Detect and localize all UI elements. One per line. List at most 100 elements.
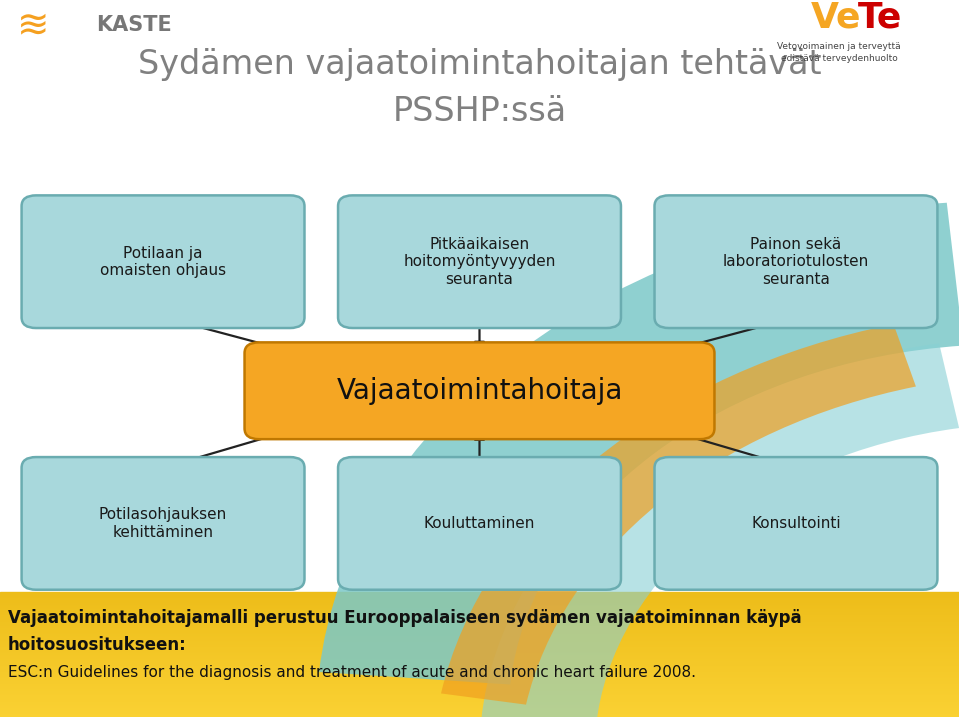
Bar	[0, 617, 959, 618]
Bar	[0, 614, 959, 615]
Bar	[0, 690, 959, 692]
Bar	[0, 592, 959, 593]
Bar	[0, 650, 959, 651]
Bar	[0, 601, 959, 602]
Bar	[0, 632, 959, 634]
Text: ESC:n Guidelines for the diagnosis and treatment of acute and chronic heart fail: ESC:n Guidelines for the diagnosis and t…	[8, 665, 695, 680]
Bar	[0, 643, 959, 645]
Bar	[0, 709, 959, 711]
Text: Ve: Ve	[810, 1, 861, 35]
Bar	[0, 689, 959, 690]
Bar	[0, 670, 959, 672]
Bar	[0, 647, 959, 648]
Text: Pitkäaikaisen
hoitomyöntyvyyden
seuranta: Pitkäaikaisen hoitomyöntyvyyden seuranta	[404, 237, 555, 287]
Bar	[0, 627, 959, 630]
Bar	[0, 610, 959, 612]
Bar	[0, 654, 959, 656]
Bar	[0, 639, 959, 640]
Text: Kouluttaminen: Kouluttaminen	[424, 516, 535, 531]
Wedge shape	[441, 324, 916, 705]
Bar	[0, 640, 959, 642]
Bar	[0, 685, 959, 687]
Bar	[0, 711, 959, 712]
Text: Potilasohjauksen
kehittäminen: Potilasohjauksen kehittäminen	[99, 507, 227, 540]
Text: Painon sekä
laboratoriotulosten
seuranta: Painon sekä laboratoriotulosten seuranta	[723, 237, 869, 287]
Bar	[0, 604, 959, 606]
Bar	[0, 712, 959, 714]
Bar	[0, 645, 959, 647]
Text: PSSHP:ssä: PSSHP:ssä	[392, 95, 567, 128]
Bar	[0, 700, 959, 701]
Bar	[0, 695, 959, 697]
FancyBboxPatch shape	[245, 343, 714, 439]
Bar	[0, 664, 959, 665]
Bar	[0, 714, 959, 716]
Text: Vajaatoimintahoitaja: Vajaatoimintahoitaja	[337, 376, 622, 405]
Bar	[0, 657, 959, 659]
Bar	[0, 665, 959, 667]
Bar	[0, 609, 959, 610]
FancyBboxPatch shape	[22, 195, 305, 328]
Bar	[0, 706, 959, 708]
Bar	[0, 651, 959, 652]
Bar	[0, 656, 959, 657]
Bar	[0, 637, 959, 639]
Text: Te: Te	[858, 1, 902, 35]
Bar	[0, 683, 959, 684]
Bar	[0, 692, 959, 693]
Bar	[0, 625, 959, 626]
Bar	[0, 678, 959, 680]
Bar	[0, 619, 959, 622]
Bar	[0, 668, 959, 670]
Text: ≋: ≋	[17, 6, 50, 44]
Bar	[0, 612, 959, 614]
Bar	[0, 673, 959, 675]
Text: Potilaan ja
omaisten ohjaus: Potilaan ja omaisten ohjaus	[100, 245, 226, 278]
Bar	[0, 704, 959, 706]
Bar	[0, 607, 959, 609]
Bar	[0, 599, 959, 601]
Text: edistävä terveydenhuolto: edistävä terveydenhuolto	[781, 54, 898, 63]
Bar	[0, 681, 959, 683]
Bar	[0, 618, 959, 619]
Bar	[0, 615, 959, 617]
Bar	[0, 667, 959, 668]
Bar	[0, 672, 959, 673]
FancyBboxPatch shape	[655, 195, 938, 328]
Bar	[0, 675, 959, 676]
Bar	[0, 693, 959, 695]
Bar	[0, 701, 959, 703]
Bar	[0, 597, 959, 598]
Bar	[0, 626, 959, 627]
Bar	[0, 598, 959, 599]
Text: Konsultointi: Konsultointi	[751, 516, 841, 531]
Bar	[0, 716, 959, 717]
FancyBboxPatch shape	[338, 457, 621, 589]
FancyBboxPatch shape	[338, 195, 621, 328]
Bar	[0, 660, 959, 662]
Bar	[0, 606, 959, 607]
Text: Vetovoimainen ja terveyttä: Vetovoimainen ja terveyttä	[778, 42, 901, 51]
Text: Sydämen vajaatoimintahoitajan tehtävät: Sydämen vajaatoimintahoitajan tehtävät	[138, 48, 821, 81]
Bar	[0, 652, 959, 654]
Bar	[0, 698, 959, 700]
Bar	[0, 594, 959, 597]
Bar	[0, 662, 959, 664]
Bar	[0, 659, 959, 660]
Bar	[0, 680, 959, 681]
Text: KASTE: KASTE	[96, 15, 172, 35]
Bar	[0, 642, 959, 643]
FancyBboxPatch shape	[22, 457, 305, 589]
Text: hoitosuositukseen:: hoitosuositukseen:	[8, 636, 186, 655]
Bar	[0, 602, 959, 604]
Wedge shape	[480, 343, 959, 717]
Bar	[0, 687, 959, 689]
Bar	[0, 593, 959, 594]
Text: Vajaatoimintahoitajamalli perustuu Eurooppalaiseen sydämen vajaatoiminnan käypä: Vajaatoimintahoitajamalli perustuu Euroo…	[8, 609, 802, 627]
Bar	[0, 697, 959, 698]
Bar	[0, 635, 959, 637]
Bar	[0, 648, 959, 650]
Bar	[0, 622, 959, 623]
Bar	[0, 630, 959, 631]
FancyBboxPatch shape	[655, 457, 938, 589]
